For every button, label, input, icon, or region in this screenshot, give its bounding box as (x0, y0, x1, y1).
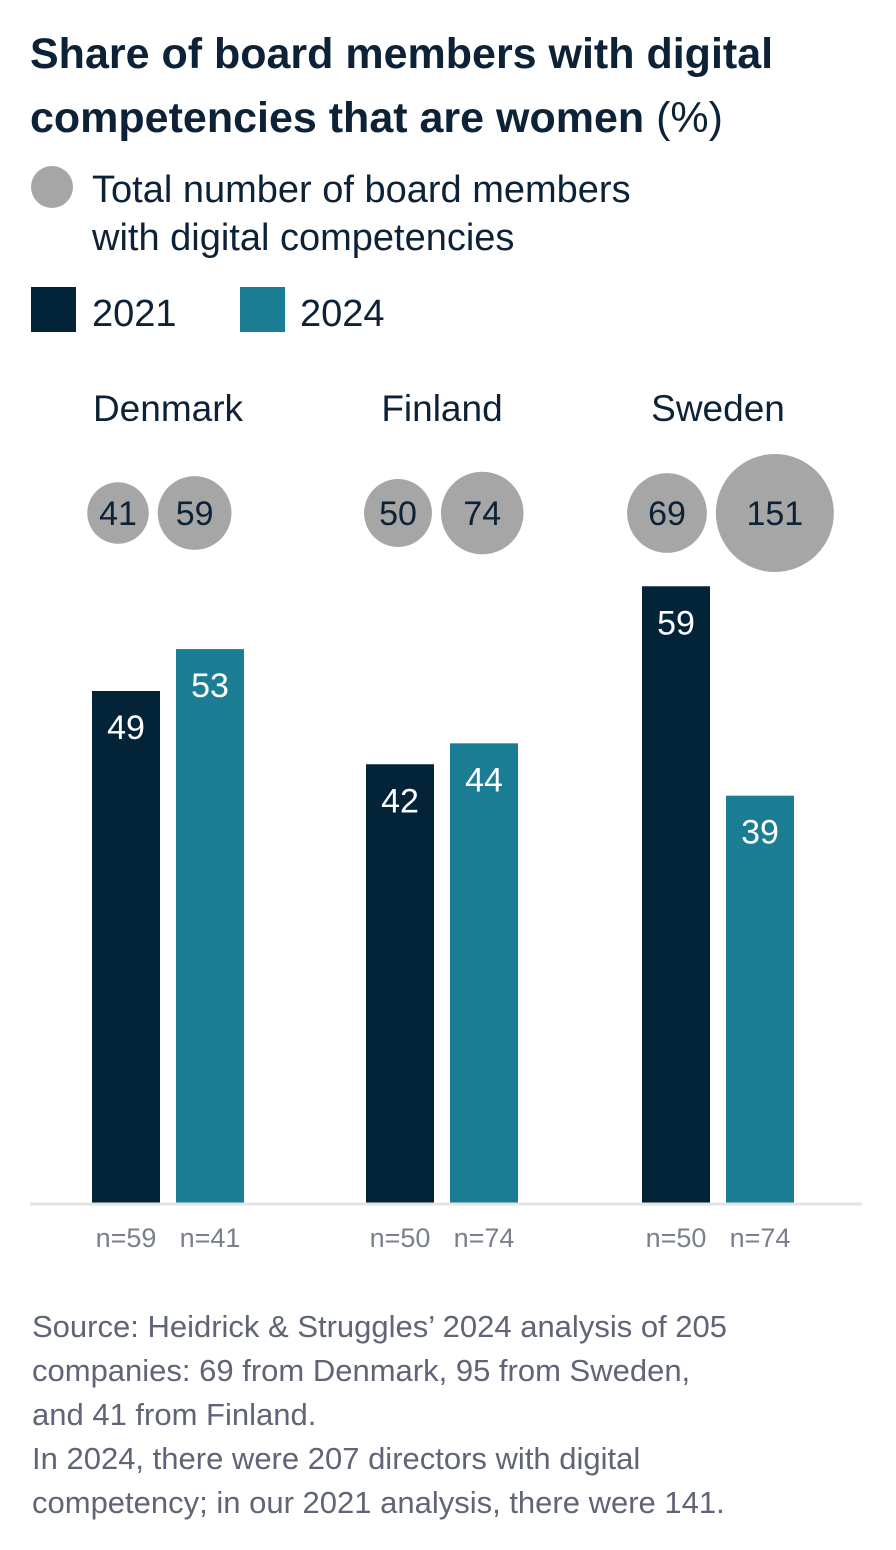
bar-label-denmark-2021: 49 (107, 709, 145, 747)
source-line-4: In 2024, there were 207 directors with d… (32, 1441, 640, 1476)
bubble-sweden-2024 (715, 454, 834, 572)
bubble-label-sweden-2024: 151 (746, 495, 803, 533)
bubble-finland-2024 (440, 471, 524, 555)
bubble-label-sweden-2021: 69 (648, 495, 686, 533)
bar-denmark-2024 (176, 649, 244, 1204)
chart-title-line-2: competencies that are women (%) (30, 94, 723, 142)
bubble-label-denmark-2024: 59 (176, 495, 214, 533)
n-label-sweden-2021: n=50 (646, 1223, 707, 1253)
legend-bubble-icon (31, 166, 73, 208)
bar-denmark-2021 (92, 690, 160, 1204)
legend-2024-swatch (240, 287, 285, 332)
bubble-finland-2021 (364, 479, 432, 547)
bar-label-finland-2024: 44 (465, 761, 503, 799)
legend-bubble-label-2: with digital competencies (91, 217, 514, 259)
n-label-denmark-2021: n=59 (96, 1223, 157, 1253)
bar-label-sweden-2021: 59 (657, 604, 695, 642)
n-label-finland-2021: n=50 (370, 1223, 431, 1253)
legend-bubble-label-1: Total number of board members (92, 169, 631, 211)
n-label-denmark-2024: n=41 (180, 1223, 241, 1253)
category-label-sweden: Sweden (651, 388, 785, 429)
legend-2021-swatch (31, 287, 76, 332)
legend-2024-label: 2024 (300, 293, 385, 335)
bar-finland-2021 (366, 764, 434, 1204)
source-line-1: Source: Heidrick & Struggles’ 2024 analy… (32, 1309, 727, 1344)
legend-2021-label: 2021 (92, 293, 177, 335)
bubble-sweden-2021 (627, 473, 707, 553)
source-line-2: companies: 69 from Denmark, 95 from Swed… (32, 1353, 690, 1388)
bar-sweden-2021 (642, 586, 710, 1204)
chart-title-line-1: Share of board members with digital (30, 30, 773, 78)
bar-finland-2024 (450, 743, 518, 1204)
chart-title-unit: (%) (656, 94, 723, 142)
bubble-label-finland-2021: 50 (379, 495, 417, 533)
chart-title-text: competencies that are women (30, 94, 644, 142)
source-line-5: competency; in our 2021 analysis, there … (32, 1485, 725, 1520)
category-label-denmark: Denmark (93, 388, 244, 429)
bar-label-denmark-2024: 53 (191, 667, 229, 705)
bubble-label-finland-2024: 74 (463, 495, 501, 533)
bubble-denmark-2021 (87, 482, 149, 544)
bubble-label-denmark-2021: 41 (99, 495, 137, 533)
n-label-sweden-2024: n=74 (730, 1223, 791, 1253)
bar-label-sweden-2024: 39 (741, 814, 779, 852)
bar-label-finland-2021: 42 (381, 782, 419, 820)
source-line-3: and 41 from Finland. (32, 1397, 316, 1432)
bar-sweden-2024 (726, 795, 794, 1204)
n-label-finland-2024: n=74 (454, 1223, 515, 1253)
bubble-denmark-2024 (157, 476, 232, 550)
category-label-finland: Finland (381, 388, 502, 429)
